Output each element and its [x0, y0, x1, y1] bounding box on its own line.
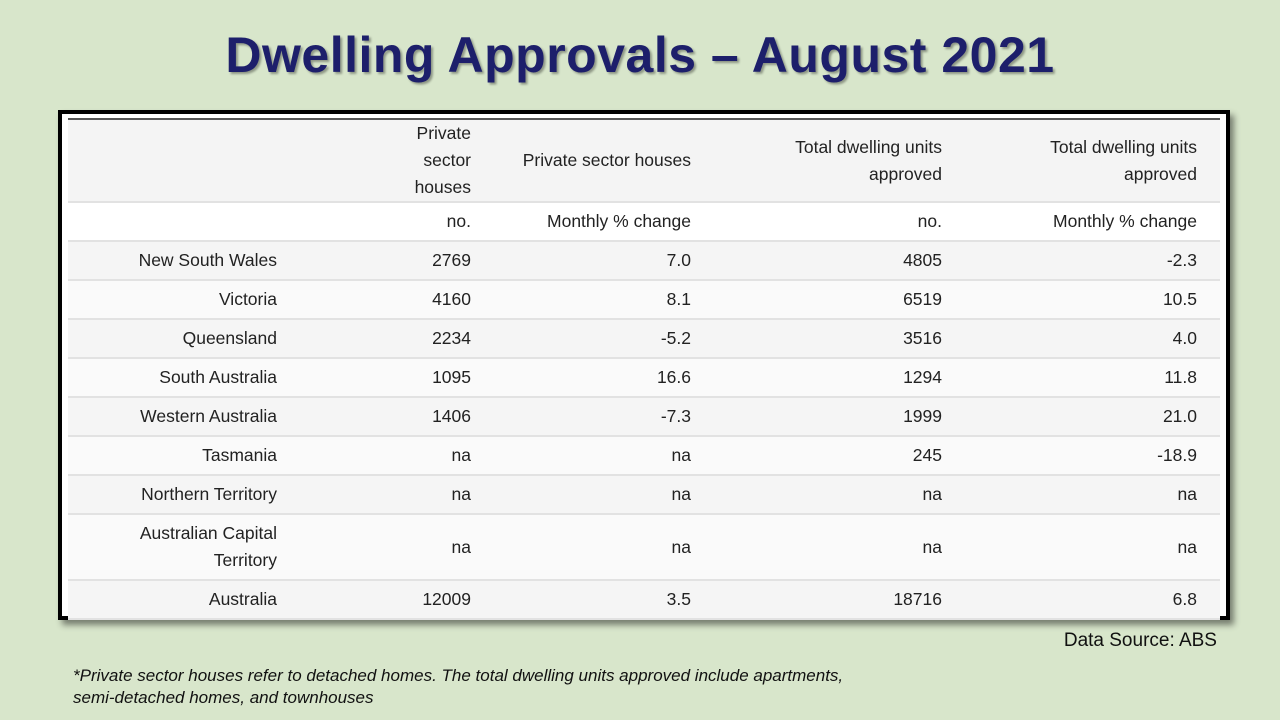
- region-cell: South Australia: [68, 358, 300, 398]
- value-cell: 12009: [300, 580, 494, 620]
- table-row: Tasmania na na 245 -18.9: [68, 436, 1220, 476]
- value-cell: na: [494, 475, 714, 515]
- value-cell: 3.5: [494, 580, 714, 620]
- value-cell: 2769: [300, 241, 494, 281]
- column-header: Total dwelling units approved: [965, 119, 1220, 203]
- unit-cell: no.: [300, 202, 494, 242]
- value-cell: 10.5: [965, 280, 1220, 320]
- table-row: Australia 12009 3.5 18716 6.8: [68, 580, 1220, 620]
- region-cell: New South Wales: [68, 241, 300, 281]
- value-cell: 6519: [714, 280, 965, 320]
- region-cell: Australian Capital Territory: [68, 514, 300, 581]
- region-cell: Australia: [68, 580, 300, 620]
- table-row: New South Wales 2769 7.0 4805 -2.3: [68, 241, 1220, 281]
- footnote: *Private sector houses refer to detached…: [73, 666, 844, 707]
- value-cell: -5.2: [494, 319, 714, 359]
- dwelling-approvals-table: Private sector houses Private sector hou…: [68, 118, 1220, 620]
- region-cell: Tasmania: [68, 436, 300, 476]
- value-cell: 2234: [300, 319, 494, 359]
- value-cell: 4.0: [965, 319, 1220, 359]
- value-cell: na: [965, 475, 1220, 515]
- header-row: Private sector houses Private sector hou…: [68, 119, 1220, 203]
- region-cell: Western Australia: [68, 397, 300, 437]
- value-cell: na: [714, 514, 965, 581]
- region-cell: Queensland: [68, 319, 300, 359]
- column-header: [68, 119, 300, 203]
- table-row: Queensland 2234 -5.2 3516 4.0: [68, 319, 1220, 359]
- table-row: Western Australia 1406 -7.3 1999 21.0: [68, 397, 1220, 437]
- unit-cell: Monthly % change: [965, 202, 1220, 242]
- table-row: Australian Capital Territory na na na na: [68, 514, 1220, 581]
- unit-cell: Monthly % change: [494, 202, 714, 242]
- column-header: Private sector houses: [494, 119, 714, 203]
- value-cell: 1406: [300, 397, 494, 437]
- value-cell: na: [494, 436, 714, 476]
- value-cell: -2.3: [965, 241, 1220, 281]
- value-cell: na: [300, 514, 494, 581]
- table-frame: Private sector houses Private sector hou…: [58, 110, 1230, 620]
- table-row: South Australia 1095 16.6 1294 11.8: [68, 358, 1220, 398]
- value-cell: 7.0: [494, 241, 714, 281]
- region-cell: Victoria: [68, 280, 300, 320]
- value-cell: na: [300, 436, 494, 476]
- value-cell: 245: [714, 436, 965, 476]
- value-cell: 18716: [714, 580, 965, 620]
- column-header: Private sector houses: [300, 119, 494, 203]
- value-cell: -18.9: [965, 436, 1220, 476]
- value-cell: 21.0: [965, 397, 1220, 437]
- table-row: Northern Territory na na na na: [68, 475, 1220, 515]
- value-cell: 1095: [300, 358, 494, 398]
- unit-cell: [68, 202, 300, 242]
- region-cell: Northern Territory: [68, 475, 300, 515]
- data-source: Data Source: ABS: [1063, 630, 1217, 651]
- value-cell: 6.8: [965, 580, 1220, 620]
- column-header: Total dwelling units approved: [714, 119, 965, 203]
- value-cell: 4805: [714, 241, 965, 281]
- value-cell: 11.8: [965, 358, 1220, 398]
- value-cell: na: [300, 475, 494, 515]
- value-cell: 8.1: [494, 280, 714, 320]
- page-title: Dwelling Approvals – August 2021: [225, 27, 1055, 83]
- value-cell: na: [494, 514, 714, 581]
- unit-cell: no.: [714, 202, 965, 242]
- value-cell: 1999: [714, 397, 965, 437]
- value-cell: na: [714, 475, 965, 515]
- table-row: Victoria 4160 8.1 6519 10.5: [68, 280, 1220, 320]
- value-cell: 16.6: [494, 358, 714, 398]
- value-cell: 3516: [714, 319, 965, 359]
- value-cell: 1294: [714, 358, 965, 398]
- units-row: no. Monthly % change no. Monthly % chang…: [68, 202, 1220, 242]
- value-cell: 4160: [300, 280, 494, 320]
- value-cell: -7.3: [494, 397, 714, 437]
- value-cell: na: [965, 514, 1220, 581]
